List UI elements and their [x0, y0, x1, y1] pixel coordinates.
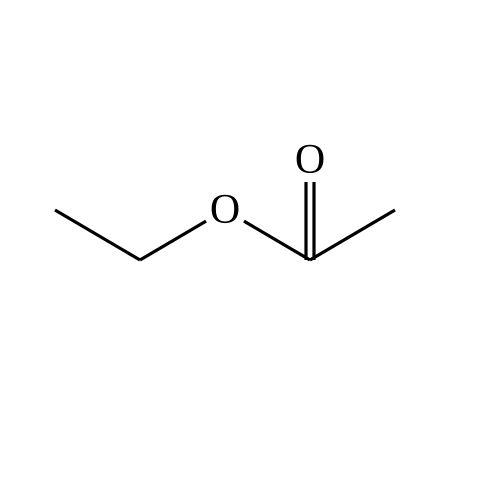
atom-label-o: O — [210, 187, 240, 233]
bond-single — [140, 221, 206, 260]
atom-label-o: O — [295, 137, 325, 183]
bond-single — [55, 210, 140, 260]
bond-single — [310, 210, 395, 260]
atoms-group: OO — [210, 137, 325, 233]
molecule-canvas: OO — [0, 0, 500, 500]
bond-single — [244, 221, 310, 260]
